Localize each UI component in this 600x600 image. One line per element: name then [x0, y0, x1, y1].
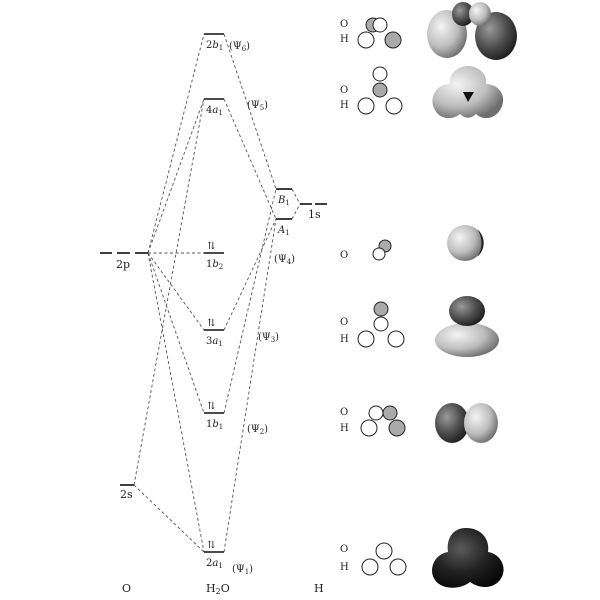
hydrogen-1s-label: 1s: [308, 208, 321, 221]
orbital-surface-psi4: [447, 225, 484, 261]
oxygen-2p-label: 2p: [116, 258, 130, 271]
oxygen-2s-level: 2s: [120, 484, 134, 501]
oxygen-2s-label: 2s: [120, 488, 133, 501]
correlation-lines: [133, 33, 301, 553]
mo-4a1: 4a1 (Ψ5): [204, 98, 268, 117]
svg-text:O: O: [340, 407, 348, 418]
svg-text:(Ψ5): (Ψ5): [247, 100, 268, 112]
svg-text:O: O: [340, 19, 348, 30]
oxygen-2p-level: 2p: [100, 252, 148, 271]
svg-text:A1: A1: [277, 225, 290, 237]
lcao-row-psi5: O H: [340, 66, 403, 115]
svg-text:O: O: [340, 250, 348, 261]
a1-label: A: [277, 225, 285, 236]
svg-text:(Ψ4): (Ψ4): [274, 254, 295, 266]
orbital-surface-psi3: [435, 296, 499, 357]
svg-text:O: O: [340, 317, 348, 328]
mo-1b2: ⇅ 1b2 (Ψ4): [204, 241, 295, 271]
svg-text:(Ψ2): (Ψ2): [247, 424, 268, 436]
mo-2a1: ⇅ 2a1 (Ψ1): [204, 540, 253, 576]
svg-text:O: O: [340, 85, 348, 96]
mo-2b1: 2b1 (Ψ6): [204, 33, 250, 53]
svg-text:O: O: [340, 544, 348, 555]
svg-text:H: H: [340, 562, 349, 573]
b1-label: B: [277, 195, 285, 206]
column-label-water: H2O: [206, 582, 230, 596]
lcao-row-psi3: O H: [340, 301, 405, 348]
svg-text:2b1: 2b1: [206, 40, 223, 52]
column-label-oxygen: O: [122, 582, 131, 595]
lcao-row-psi4: O: [340, 239, 392, 261]
svg-text:H: H: [340, 334, 349, 345]
lcao-row-psi1: O H: [340, 542, 407, 576]
lcao-row-psi2: O H: [340, 405, 406, 437]
svg-text:H: H: [340, 423, 349, 434]
svg-text:1b1: 1b1: [206, 419, 223, 431]
svg-text:⇅: ⇅: [207, 540, 215, 551]
svg-text:⇅: ⇅: [207, 401, 215, 412]
svg-text:H: H: [340, 100, 349, 111]
hydrogen-levels: B1 A1 1s: [276, 188, 327, 237]
mo-1b1: ⇅ 1b1 (Ψ2): [204, 401, 268, 436]
svg-text:3a1: 3a1: [206, 336, 223, 348]
svg-text:(Ψ6): (Ψ6): [229, 41, 250, 53]
svg-text:(Ψ1): (Ψ1): [232, 564, 253, 576]
svg-text:1b2: 1b2: [206, 259, 223, 271]
svg-text:B1: B1: [277, 195, 290, 207]
column-label-hydrogen: H: [314, 582, 324, 595]
svg-text:H: H: [340, 34, 349, 45]
svg-text:2a1: 2a1: [206, 558, 223, 570]
svg-text:⇅: ⇅: [207, 318, 215, 329]
svg-text:4a1: 4a1: [206, 105, 223, 117]
orbital-surface-psi6: [427, 2, 517, 60]
orbital-surface-psi2: [435, 403, 498, 443]
svg-text:⇅: ⇅: [207, 241, 215, 252]
lcao-row-psi6: O H: [340, 17, 402, 49]
orbital-surface-psi1: [432, 528, 504, 588]
svg-text:(Ψ3): (Ψ3): [258, 332, 279, 344]
mo-3a1: ⇅ 3a1 (Ψ3): [204, 318, 279, 348]
orbital-surface-psi5: [432, 66, 504, 119]
